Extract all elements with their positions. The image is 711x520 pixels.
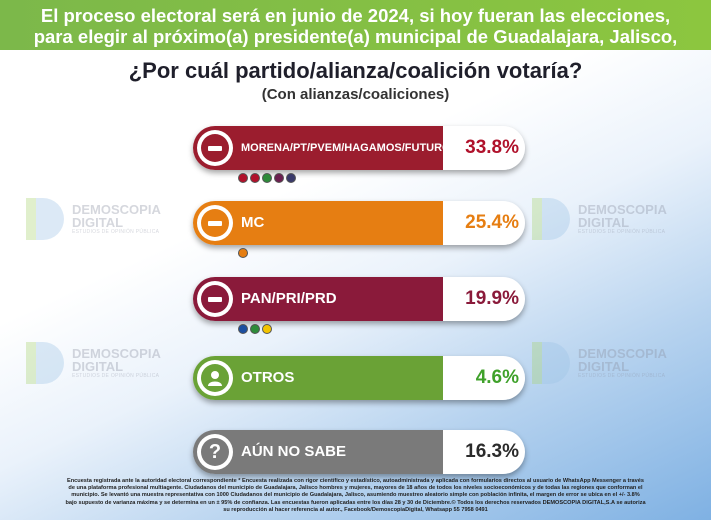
watermark-tagline: ESTUDIOS DE OPINIÓN PÚBLICA [578, 372, 666, 379]
value-label: 33.8% [465, 137, 519, 158]
watermark-name2: DIGITAL [72, 358, 124, 374]
bar-row: ? AÚN NO SABE 16.3% [193, 430, 525, 474]
party-logos [238, 248, 248, 258]
category-label: AÚN NO SABE [241, 443, 347, 460]
bar-row: MORENA/PT/PVEM/HAGAMOS/FUTURO 33.8% [193, 126, 525, 170]
value-box [443, 201, 525, 245]
header-line-2: para elegir al próximo(a) presidente(a) … [33, 26, 678, 47]
watermark-tagline: ESTUDIOS DE OPINIÓN PÚBLICA [578, 228, 666, 235]
party-logo-icon [238, 248, 248, 258]
party-logo-icon [250, 173, 260, 183]
minus-icon [197, 130, 233, 166]
footer-line-2: de una plataforma profesional multiagent… [68, 485, 643, 492]
watermark-name: DEMOSCOPIA [72, 201, 161, 217]
footer-line-5: su reproducción al hacer referencia al a… [223, 506, 488, 513]
category-label: PAN/PRI/PRD [241, 290, 337, 307]
party-logos [238, 173, 296, 183]
category-label: MORENA/PT/PVEM/HAGAMOS/FUTURO [241, 142, 451, 154]
value-label: 16.3% [465, 441, 519, 462]
header-banner: El proceso electoral será en junio de 20… [0, 0, 711, 50]
category-label: MC [241, 214, 265, 231]
watermark-mark-icon [528, 340, 572, 386]
person-icon [197, 360, 233, 396]
watermark-name2: DIGITAL [578, 358, 630, 374]
party-logo-icon [286, 173, 296, 183]
watermark-logo: DEMOSCOPIA DIGITAL ESTUDIOS DE OPINIÓN P… [528, 196, 667, 242]
header-line-1: El proceso electoral será en junio de 20… [40, 5, 671, 26]
watermark-logo: DEMOSCOPIA DIGITAL ESTUDIOS DE OPINIÓN P… [22, 340, 161, 386]
party-logo-icon [262, 324, 272, 334]
bar [193, 126, 451, 170]
bar-row: MC 25.4% [193, 201, 525, 245]
value-box [443, 430, 525, 474]
value-label: 25.4% [465, 212, 519, 233]
category-label: OTROS [241, 369, 295, 386]
value-label: 4.6% [475, 367, 519, 388]
watermark-name: DEMOSCOPIA [578, 345, 667, 361]
watermark-logo: DEMOSCOPIA DIGITAL ESTUDIOS DE OPINIÓN P… [22, 196, 161, 242]
value-box [443, 126, 525, 170]
watermark-logo: DEMOSCOPIA DIGITAL ESTUDIOS DE OPINIÓN P… [528, 340, 667, 386]
watermark-name2: DIGITAL [72, 214, 124, 230]
party-logo-icon [262, 173, 272, 183]
value-box [443, 356, 525, 400]
value-box [443, 277, 525, 321]
watermark-mark-icon [22, 196, 66, 242]
watermark-name: DEMOSCOPIA [72, 345, 161, 361]
bar-row: OTROS 4.6% [193, 356, 525, 400]
footer-line-3: municipio. Se levantó una muestra repres… [71, 492, 640, 499]
bar-row: PAN/PRI/PRD 19.9% [193, 277, 525, 321]
minus-icon [197, 205, 233, 241]
party-logo-icon [274, 173, 284, 183]
watermark-mark-icon [22, 340, 66, 386]
footer-line-4: bajo supuesto de varianza máxima y se de… [65, 499, 646, 506]
party-logo-icon [238, 324, 248, 334]
watermark-name: DEMOSCOPIA [578, 201, 667, 217]
bar [193, 430, 451, 474]
bar [193, 201, 451, 245]
question-icon: ? [197, 434, 233, 470]
watermark-tagline: ESTUDIOS DE OPINIÓN PÚBLICA [72, 372, 160, 379]
footer-line-1: Encuesta registrada ante la autoridad el… [67, 478, 644, 484]
chart-question: ¿Por cuál partido/alianza/coalición vota… [128, 58, 583, 83]
watermark-name2: DIGITAL [578, 214, 630, 230]
bar [193, 277, 451, 321]
watermark-tagline: ESTUDIOS DE OPINIÓN PÚBLICA [72, 228, 160, 235]
watermark-mark-icon [528, 196, 572, 242]
chart-subtitle: (Con alianzas/coaliciones) [261, 86, 450, 103]
party-logos [238, 324, 272, 334]
minus-icon [197, 281, 233, 317]
party-logo-icon [238, 173, 248, 183]
value-label: 19.9% [465, 288, 519, 309]
bar [193, 356, 451, 400]
party-logo-icon [250, 324, 260, 334]
footer-note: Encuesta registrada ante la autoridad el… [8, 478, 703, 514]
